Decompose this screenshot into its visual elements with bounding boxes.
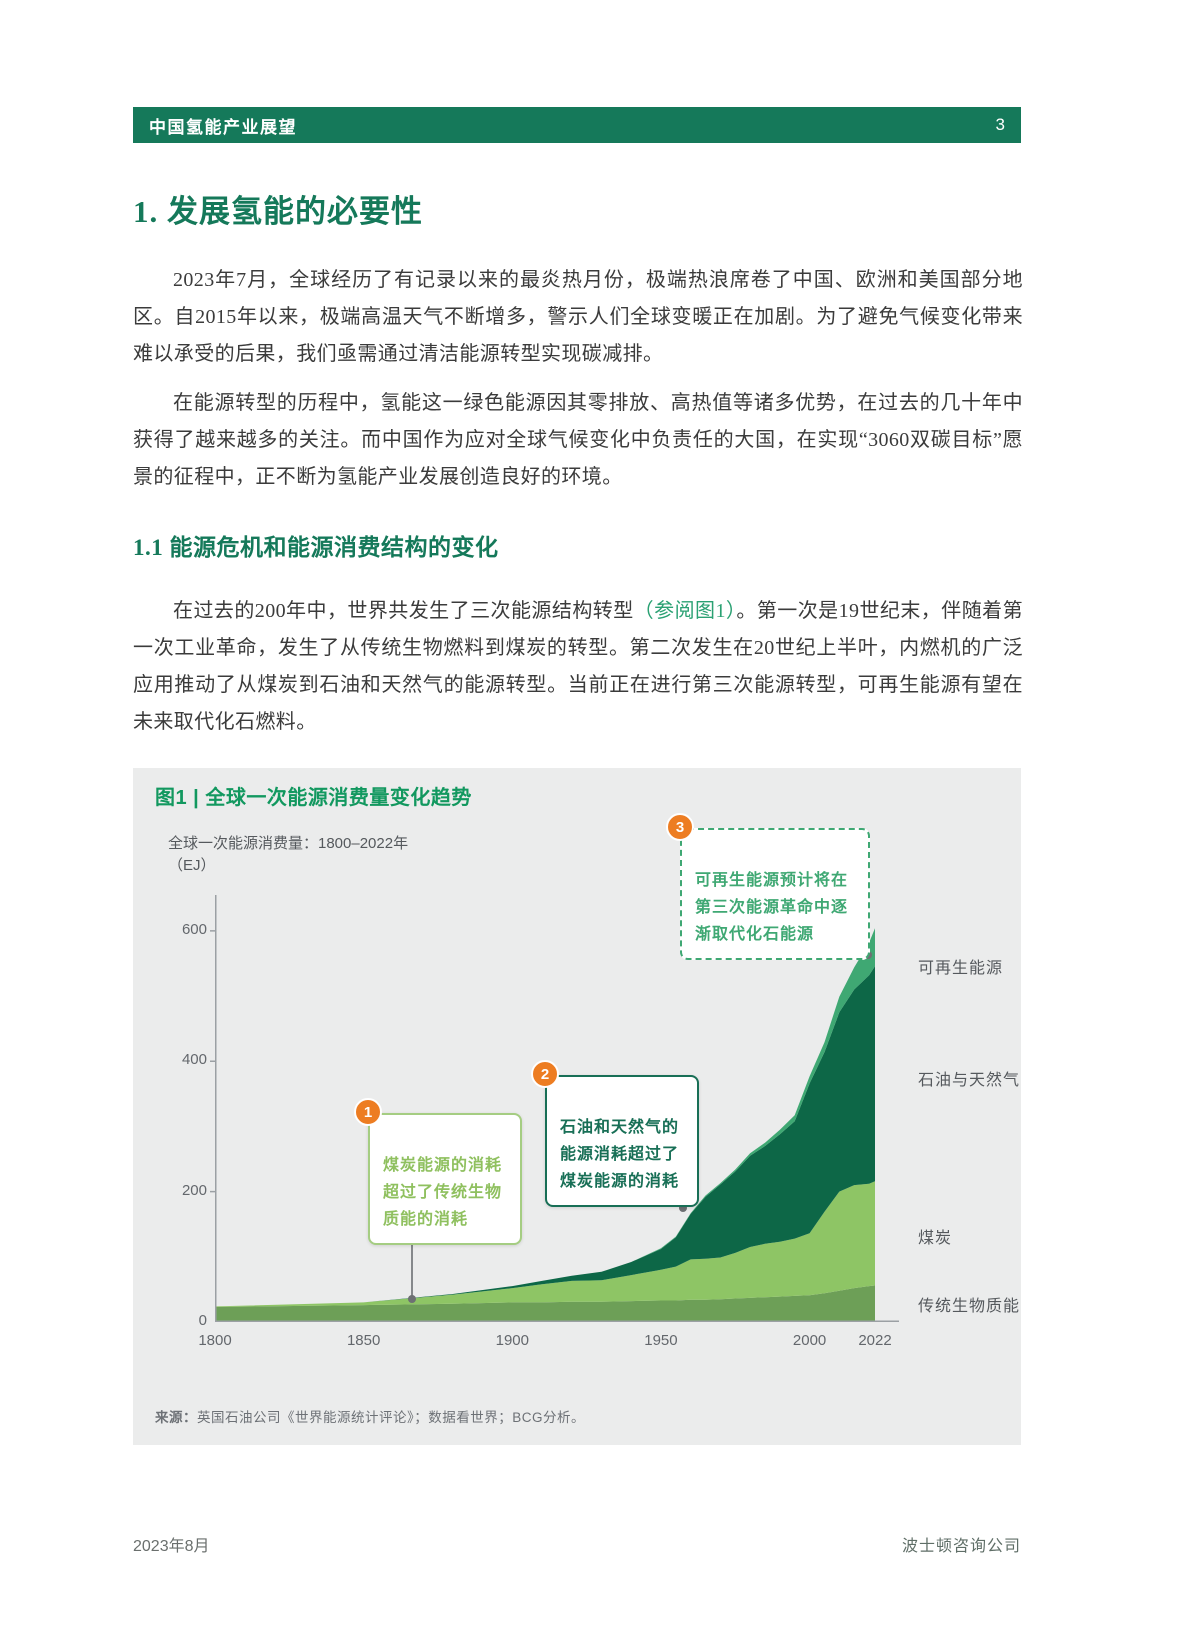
callout-2-number-badge: 2 — [531, 1060, 559, 1088]
y-axis-tick-label: 600 — [181, 920, 207, 938]
x-axis-tick-label: 2022 — [858, 1332, 892, 1349]
area-coal — [215, 1181, 875, 1307]
callout-oilgas-exceeds-coal: 2 石油和天然气的 能源消耗超过了 煤炭能源的消耗 — [531, 1060, 699, 1207]
y-axis-tick-label: 200 — [181, 1181, 207, 1199]
figure-reference-link[interactable]: （参阅图1） — [633, 600, 737, 622]
callout-3-number-badge: 3 — [666, 813, 694, 841]
x-axis-tick-label: 2000 — [792, 1332, 827, 1349]
legend-coal: 煤炭 — [918, 1230, 953, 1247]
callout-1-text: 煤炭能源的消耗 超过了传统生物 质能的消耗 — [383, 1157, 503, 1228]
footer-date: 2023年8月 — [133, 1538, 210, 1555]
chart-unit-label: （EJ） — [168, 857, 216, 874]
figure-caption: 图1 | 全球一次能源消费量变化趋势 — [155, 787, 472, 809]
callout-3-text: 可再生能源预计将在 第三次能源革命中逐 渐取代化石能源 — [695, 872, 849, 943]
figure-panel: 图1 | 全球一次能源消费量变化趋势 全球一次能源消费量：1800–2022年 … — [133, 768, 1021, 1445]
header-bar: 中国氢能产业展望 3 — [133, 107, 1021, 143]
energy-stacked-area-chart — [210, 895, 899, 1322]
callout-renewables-replace-fossil: 3 可再生能源预计将在 第三次能源革命中逐 渐取代化石能源 — [666, 813, 870, 960]
area-oil-gas — [215, 966, 875, 1307]
section-title: 1. 发展氢能的必要性 — [133, 194, 423, 229]
source-line: 来源：英国石油公司《世界能源统计评论》；数据看世界；BCG分析。 — [155, 1406, 585, 1426]
callout-2-text: 石油和天然气的 能源消耗超过了 煤炭能源的消耗 — [560, 1119, 680, 1190]
legend-oil-gas: 石油与天然气 — [918, 1072, 1021, 1089]
callout-1-pointer-dot — [408, 1295, 416, 1303]
legend-renewables: 可再生能源 — [918, 960, 1004, 977]
area-biomass — [215, 1285, 875, 1322]
callout-coal-exceeds-biomass: 1 煤炭能源的消耗 超过了传统生物 质能的消耗 — [354, 1098, 522, 1245]
header-title: 中国氢能产业展望 — [149, 117, 297, 137]
source-text: 英国石油公司《世界能源统计评论》；数据看世界；BCG分析。 — [197, 1410, 586, 1425]
y-axis-tick-label: 400 — [181, 1051, 207, 1069]
paragraph-1: 2023年7月，全球经历了有记录以来的最炎热月份，极端热浪席卷了中国、欧洲和美国… — [133, 269, 1023, 365]
x-axis-tick-label: 1800 — [198, 1332, 232, 1349]
subsection-title: 1.1 能源危机和能源消费结构的变化 — [133, 535, 499, 560]
paragraph-2: 在能源转型的历程中，氢能这一绿色能源因其零排放、高热值等诸多优势，在过去的几十年… — [133, 392, 1023, 488]
chart-plot-area: 0 200 400 600 1800 1850 1900 1950 2000 2022 — [182, 895, 915, 1349]
chart-subtitle: 全球一次能源消费量：1800–2022年 — [168, 835, 409, 852]
x-axis-tick-label: 1900 — [495, 1332, 529, 1349]
paragraph-3-text-before: 在过去的200年中，世界共发生了三次能源结构转型 — [173, 600, 634, 622]
paragraph-3-text-after: 。第一次是19世纪末，伴随着第一次工业革命，发生了从传统生物燃料到煤炭的转型。第… — [133, 600, 1024, 733]
x-axis-tick-label: 1850 — [346, 1332, 381, 1349]
page-number: 3 — [995, 115, 1005, 134]
source-label: 来源： — [155, 1410, 197, 1425]
paragraph-3: 在过去的200年中，世界共发生了三次能源结构转型（参阅图1）。第一次是19世纪末… — [133, 593, 1023, 741]
x-axis-tick-label: 1950 — [644, 1332, 678, 1349]
callout-2-pointer-dot — [679, 1204, 687, 1212]
callout-1-number-badge: 1 — [354, 1098, 382, 1126]
footer-company: 波士顿咨询公司 — [901, 1538, 1021, 1555]
callout-1-pointer-line — [411, 1215, 413, 1299]
y-axis-tick-label: 0 — [198, 1312, 207, 1329]
legend-biomass: 传统生物质能 — [918, 1298, 1021, 1315]
